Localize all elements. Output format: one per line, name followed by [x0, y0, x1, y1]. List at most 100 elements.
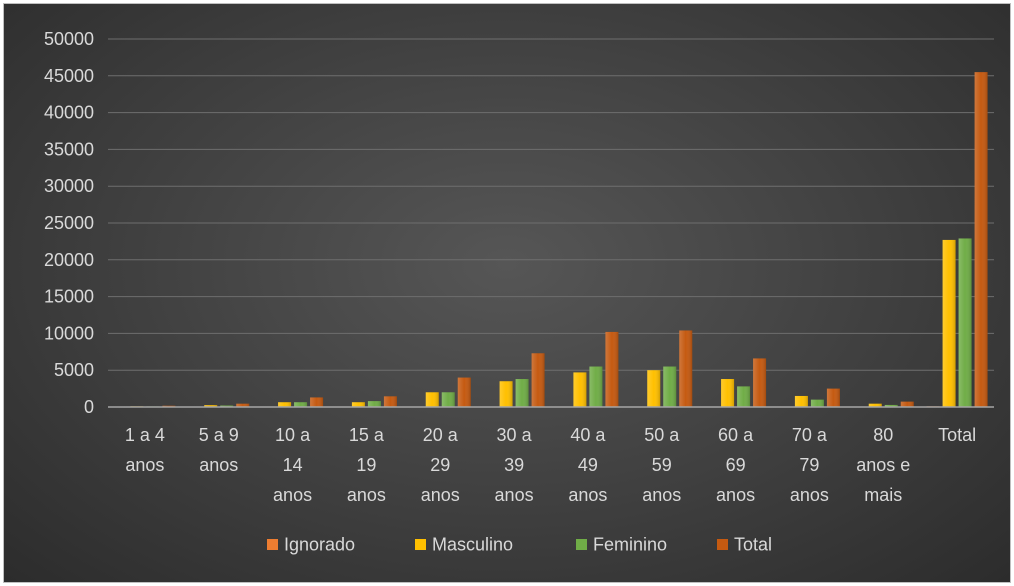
legend-item-total: Total: [717, 535, 772, 555]
x-tick-label-line: anos: [495, 485, 534, 505]
x-tick-label-line: anos: [790, 485, 829, 505]
bar-shade: [794, 395, 808, 407]
bar-shade: [294, 402, 308, 407]
y-tick-label: 30000: [44, 176, 94, 196]
y-tick-label: 50000: [44, 29, 94, 49]
x-tick-label-line: 5 a 9: [199, 425, 239, 445]
bar-shade: [942, 239, 956, 407]
bar-total-2: [310, 397, 324, 407]
y-tick-label: 10000: [44, 323, 94, 343]
bar-chart: 0 5000 10000 15000 20000 25000 30000 35000 40000…: [44, 29, 994, 555]
legend-label: Total: [734, 535, 772, 555]
x-tick-label-line: 19: [356, 455, 376, 475]
bar-masculino-10: [868, 403, 882, 407]
bar-shade: [679, 330, 693, 407]
bar-shade: [826, 388, 840, 407]
bar-masculino-5: [499, 381, 513, 407]
bar-shade: [367, 401, 381, 407]
bar-feminino-4: [441, 392, 455, 407]
y-tick-label: 35000: [44, 139, 94, 159]
bar-feminino-5: [515, 379, 529, 407]
x-tick-label-line: anos: [568, 485, 607, 505]
x-tick-label-line: anos: [125, 455, 164, 475]
legend-item-ignorado: Ignorado: [267, 535, 355, 555]
legend-item-masculino: Masculino: [415, 535, 513, 555]
bar-shade: [721, 379, 735, 407]
legend-label: Masculino: [432, 535, 513, 555]
bar-total-7: [679, 330, 693, 407]
bar-shade: [204, 405, 218, 407]
bar-shade: [663, 366, 677, 407]
bar-shade: [351, 402, 365, 407]
x-tick-label-line: 79: [799, 455, 819, 475]
x-tick-label-line: 20 a: [423, 425, 459, 445]
bar-total-1: [236, 403, 250, 407]
bar-shade: [310, 397, 324, 407]
bar-shade: [383, 396, 397, 407]
legend-label: Feminino: [593, 535, 667, 555]
bar-total-9: [826, 388, 840, 407]
x-tick-label-line: 50 a: [644, 425, 680, 445]
x-tick-label-line: anos: [642, 485, 681, 505]
bar-masculino-9: [794, 395, 808, 407]
bar-feminino-2: [294, 402, 308, 407]
bar-feminino-11: [958, 238, 972, 407]
bar-total-4: [457, 377, 471, 407]
x-tick-label: 5 a 9 anos: [199, 425, 239, 475]
chart-area: 0 5000 10000 15000 20000 25000 30000 35000 40000…: [3, 3, 1011, 583]
bar-masculino-7: [647, 370, 661, 407]
y-tick-label: 15000: [44, 287, 94, 307]
bar-masculino-6: [573, 372, 587, 407]
x-tick-label-line: 29: [430, 455, 450, 475]
x-tick-label-line: anos: [716, 485, 755, 505]
y-tick-label: 5000: [54, 360, 94, 380]
x-tick-label: 30 a 39 anos: [495, 425, 534, 505]
bar-masculino-4: [425, 392, 439, 407]
bar-shade: [531, 353, 545, 407]
bar-masculino-3: [351, 402, 365, 407]
bar-shade: [958, 238, 972, 407]
bar-shade: [884, 404, 898, 407]
bar-masculino-1: [204, 405, 218, 407]
bar-shade: [278, 402, 292, 407]
x-tick-label-line: 10 a: [275, 425, 311, 445]
x-tick-label-line: 49: [578, 455, 598, 475]
bar-total-8: [753, 358, 767, 407]
y-tick-label: 45000: [44, 66, 94, 86]
bar-total-3: [383, 396, 397, 407]
bar-shade: [441, 392, 455, 407]
bar-shade: [810, 399, 824, 407]
bar-feminino-9: [810, 399, 824, 407]
bar-shade: [425, 392, 439, 407]
bar-shade: [589, 366, 603, 407]
x-tick-label: 20 a 29 anos: [421, 425, 460, 505]
bar-shade: [753, 358, 767, 407]
x-tick-label: Total: [938, 425, 976, 445]
x-tick-label-line: 80: [873, 425, 893, 445]
bar-shade: [868, 403, 882, 407]
legend-swatch: [576, 539, 587, 550]
bar-feminino-8: [737, 386, 751, 407]
y-axis-ticks: 0 5000 10000 15000 20000 25000 30000 35000 40000…: [44, 29, 94, 417]
bar-shade: [647, 370, 661, 407]
legend-swatch: [717, 539, 728, 550]
bar-masculino-11: [942, 239, 956, 407]
gridlines: [108, 38, 994, 371]
x-tick-label-line: 40 a: [570, 425, 606, 445]
y-tick-label: 40000: [44, 103, 94, 123]
bar-masculino-2: [278, 402, 292, 407]
bar-shade: [457, 377, 471, 407]
x-tick-label: 60 a 69 anos: [716, 425, 755, 505]
bar-shade: [573, 372, 587, 407]
bar-masculino-8: [721, 379, 735, 407]
x-tick-label-line: 60 a: [718, 425, 754, 445]
x-tick-label-line: 69: [726, 455, 746, 475]
y-tick-label: 20000: [44, 250, 94, 270]
legend-label: Ignorado: [284, 535, 355, 555]
legend: Ignorado Masculino Feminino Total: [267, 535, 772, 555]
y-tick-label: 0: [84, 397, 94, 417]
x-tick-label: 15 a 19 anos: [347, 425, 386, 505]
x-tick-label: 10 a 14 anos: [273, 425, 312, 505]
legend-swatch: [415, 539, 426, 550]
